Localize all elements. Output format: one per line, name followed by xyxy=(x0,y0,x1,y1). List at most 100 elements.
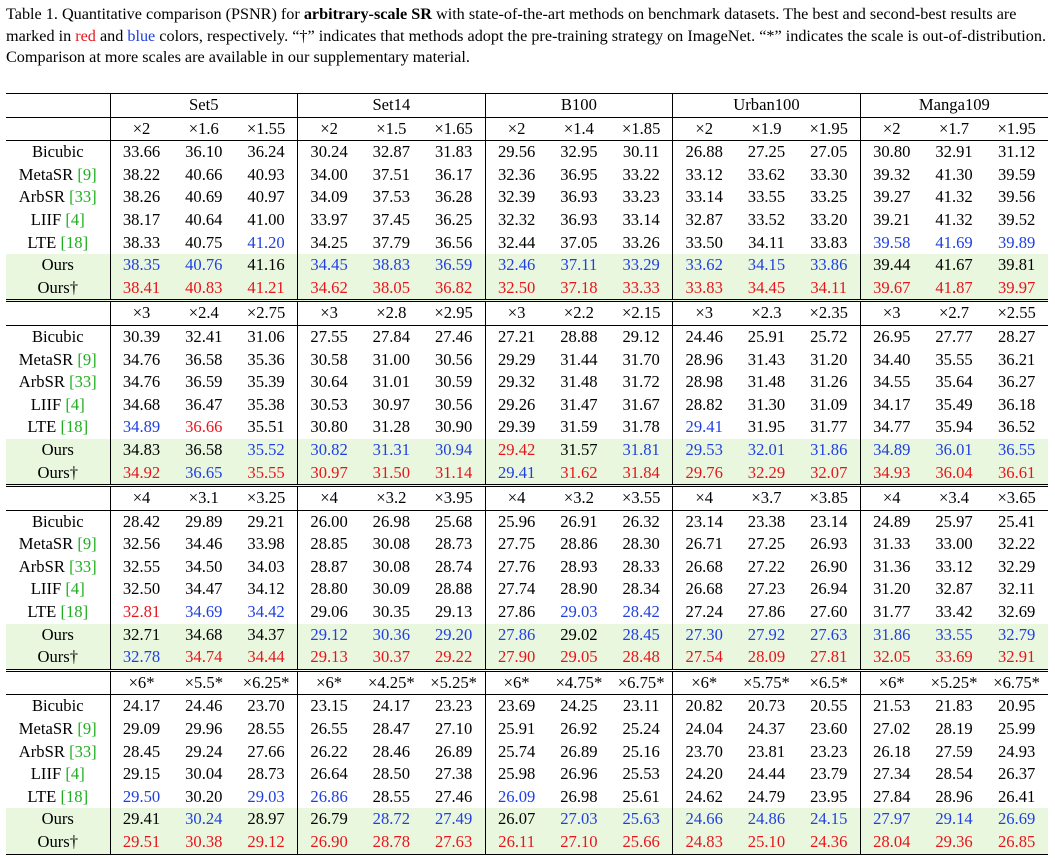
scale-header: ×1.9 xyxy=(735,117,798,142)
psnr-cell: 32.56 xyxy=(122,534,161,554)
psnr-cell: 41.69 xyxy=(935,232,973,252)
psnr-cell: 33.55 xyxy=(922,623,986,647)
psnr-cell: 28.54 xyxy=(935,764,973,784)
psnr-cell: 30.04 xyxy=(185,764,223,784)
psnr-cell: 38.41 xyxy=(110,276,173,301)
psnr-cell: 26.90 xyxy=(797,555,861,579)
table-row: LIIF [4] 32.50 34.47 34.12 28.80 30.09 28.88 27… xyxy=(6,578,1048,602)
method-name: ArbSR xyxy=(18,556,65,576)
psnr-cell: 34.83 xyxy=(110,438,173,462)
psnr-cell: 25.91 xyxy=(497,719,536,739)
scale-header: ×3 xyxy=(672,299,736,326)
psnr-cell: 36.24 xyxy=(235,140,299,164)
psnr-cell: 36.17 xyxy=(422,163,486,187)
psnr-cell: 35.39 xyxy=(235,371,299,394)
psnr-cell: 28.93 xyxy=(560,556,598,576)
psnr-cell: 27.46 xyxy=(422,785,486,809)
psnr-cell: 36.47 xyxy=(185,394,223,414)
psnr-cell: 29.20 xyxy=(422,623,486,647)
citation-ref: [4] xyxy=(65,394,85,414)
psnr-cell: 28.04 xyxy=(860,831,923,855)
psnr-cell: 32.29 xyxy=(997,556,1036,576)
psnr-cell: 23.23 xyxy=(422,694,486,719)
psnr-cell: 26.96 xyxy=(560,764,598,784)
psnr-cell: 34.15 xyxy=(735,254,798,277)
psnr-cell: 32.81 xyxy=(122,602,161,622)
psnr-cell: 29.42 xyxy=(485,438,548,462)
psnr-cell: 25.68 xyxy=(422,510,486,534)
psnr-cell: 41.21 xyxy=(235,276,299,301)
psnr-cell: 33.25 xyxy=(797,186,861,209)
scale-header: ×2 xyxy=(110,117,173,142)
psnr-cell: 34.12 xyxy=(235,578,299,602)
psnr-cell: 30.53 xyxy=(310,394,348,414)
table-row: Bicubic 28.42 29.89 29.21 26.00 26.98 25.68 25.… xyxy=(6,510,1048,534)
psnr-cell: 31.20 xyxy=(797,348,861,372)
psnr-cell: 26.09 xyxy=(497,786,536,806)
psnr-cell: 26.18 xyxy=(873,741,911,761)
table-row: Ours† 34.92 36.65 35.55 30.97 31.50 31.14 29.41… xyxy=(6,461,1048,486)
psnr-cell: 33.66 xyxy=(122,142,161,162)
psnr-cell: 40.69 xyxy=(185,187,223,207)
method-cell: MetaSR [9] xyxy=(6,718,111,741)
psnr-cell: 33.26 xyxy=(610,231,674,255)
psnr-cell: 36.82 xyxy=(422,276,486,301)
method-name: LIIF xyxy=(30,764,62,784)
psnr-cell: 30.97 xyxy=(297,461,361,486)
psnr-cell: 30.94 xyxy=(422,438,486,462)
table-row: Ours 34.83 36.58 35.52 30.82 31.31 30.94 29.42 3… xyxy=(6,438,1048,462)
psnr-cell: 24.44 xyxy=(747,764,786,784)
table-row: MetaSR [9] 34.76 36.58 35.36 30.58 31.00 30.56… xyxy=(6,348,1048,372)
psnr-cell: 36.66 xyxy=(185,417,223,437)
psnr-cell: 33.86 xyxy=(797,254,861,277)
psnr-cell: 32.87 xyxy=(685,209,723,229)
psnr-cell: 26.41 xyxy=(997,786,1036,806)
psnr-cell: 23.79 xyxy=(797,763,861,786)
psnr-cell: 28.47 xyxy=(372,719,411,739)
scale-header: ×2.15 xyxy=(610,299,674,326)
psnr-cell: 31.59 xyxy=(560,417,598,437)
psnr-cell: 29.89 xyxy=(185,511,223,531)
psnr-cell: 41.16 xyxy=(235,254,299,277)
psnr-cell: 34.92 xyxy=(110,461,173,486)
scale-header: ×4.25* xyxy=(360,668,423,696)
psnr-cell: 31.95 xyxy=(747,417,786,437)
scale-header: ×2.2 xyxy=(547,299,611,326)
psnr-cell: 30.08 xyxy=(372,534,411,554)
psnr-cell: 36.59 xyxy=(185,372,223,392)
psnr-cell: 41.20 xyxy=(235,231,299,255)
table-row: Bicubic 30.39 32.41 31.06 27.55 27.84 27.46 27.… xyxy=(6,325,1048,349)
scale-header-row: ×6* ×5.5* ×6.25* ×6* ×4.25* ×5.25* ×6* ×4.75* ×6… xyxy=(6,668,1048,696)
psnr-cell: 36.56 xyxy=(422,231,486,255)
psnr-cell: 28.96 xyxy=(935,786,973,806)
psnr-cell: 34.25 xyxy=(310,232,348,252)
caption-bold: arbitrary-scale SR xyxy=(303,5,432,23)
psnr-cell: 32.55 xyxy=(122,556,161,576)
psnr-cell: 28.88 xyxy=(422,578,486,602)
psnr-cell: 29.14 xyxy=(922,808,986,831)
scale-header: ×6.25* xyxy=(235,668,299,696)
psnr-cell: 32.79 xyxy=(985,623,1048,647)
psnr-cell: 24.25 xyxy=(560,696,598,716)
psnr-cell: 36.58 xyxy=(185,349,223,369)
psnr-cell: 34.55 xyxy=(873,372,911,392)
psnr-cell: 29.39 xyxy=(497,417,536,437)
scale-header: ×3.2 xyxy=(360,484,423,511)
psnr-cell: 23.38 xyxy=(747,511,786,531)
psnr-cell: 30.35 xyxy=(372,602,411,622)
psnr-cell: 32.05 xyxy=(860,646,923,671)
scale-header-row: ×2 ×1.6 ×1.55 ×2 ×1.5 ×1.65 ×2 ×1.4 ×1.85 ×2 ×1.9 ×… xyxy=(6,117,1048,142)
psnr-cell: 29.51 xyxy=(110,831,173,855)
psnr-cell: 29.41 xyxy=(485,461,548,486)
psnr-cell: 30.82 xyxy=(297,438,361,462)
method-cell: LIIF [4] xyxy=(6,578,111,602)
method-cell: LIIF [4] xyxy=(6,208,111,232)
psnr-cell: 26.37 xyxy=(997,764,1036,784)
psnr-cell: 28.27 xyxy=(997,326,1036,346)
scale-corner-cell xyxy=(6,668,111,696)
psnr-cell: 30.24 xyxy=(310,142,348,162)
psnr-cell: 29.41 xyxy=(110,808,173,831)
caption-prefix: Table 1. Quantitative comparison (PSNR) … xyxy=(6,5,304,23)
method-cell: MetaSR [9] xyxy=(6,533,111,556)
psnr-cell: 26.89 xyxy=(560,741,598,761)
